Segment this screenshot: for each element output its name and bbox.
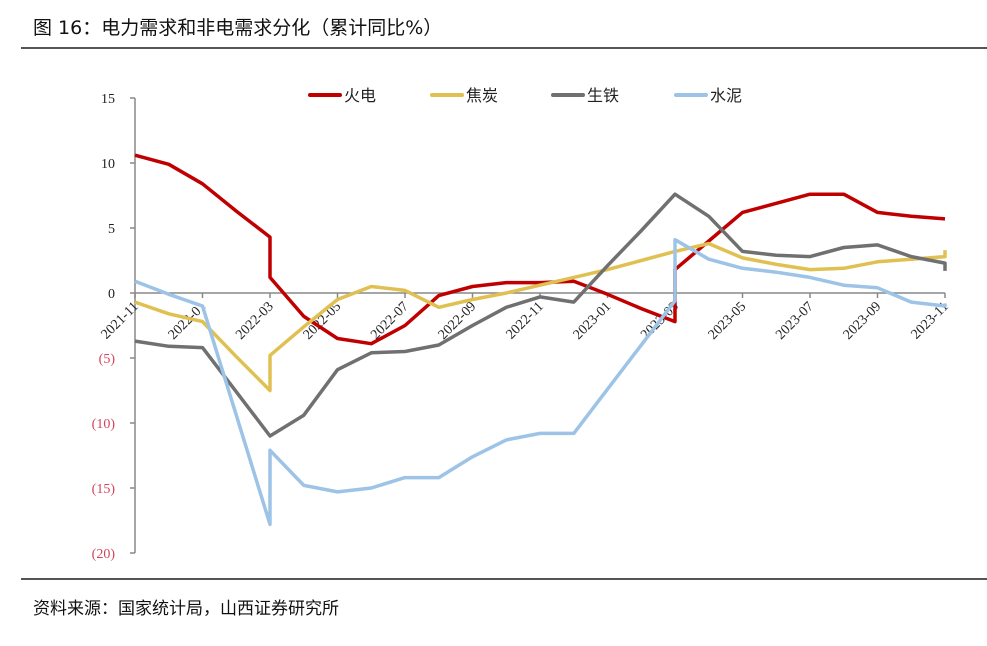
legend-label: 火电 bbox=[344, 86, 376, 105]
x-tick-label: 2023-07 bbox=[773, 299, 817, 343]
series-line-2 bbox=[134, 241, 947, 393]
x-tick-label: 2022-07 bbox=[368, 299, 412, 343]
y-tick-label: (15) bbox=[92, 482, 116, 497]
y-tick-label: 10 bbox=[101, 157, 115, 172]
series-line-1 bbox=[134, 153, 946, 346]
x-tick-label: 2023-01 bbox=[571, 299, 615, 343]
legend-label: 水泥 bbox=[710, 86, 742, 105]
figure-title: 图 16：电力需求和非电需求分化（累计同比%） bbox=[33, 17, 443, 39]
x-tick-label: 2022-03 bbox=[233, 299, 277, 343]
title-divider bbox=[21, 47, 987, 49]
y-tick-label: (20) bbox=[92, 547, 116, 562]
x-tick-label: 2022-05 bbox=[301, 299, 345, 343]
x-tick-label: 2023-09 bbox=[841, 299, 885, 343]
y-tick-label: (10) bbox=[92, 417, 116, 432]
y-tick-label: 0 bbox=[108, 287, 115, 302]
source-divider bbox=[21, 578, 987, 580]
y-tick-label: 5 bbox=[108, 222, 115, 237]
series-line-4 bbox=[134, 237, 947, 527]
legend-label: 焦炭 bbox=[466, 86, 498, 105]
y-tick-label: (5) bbox=[99, 352, 116, 367]
x-tick-label: 2023-05 bbox=[706, 299, 750, 343]
source-note: 资料来源：国家统计局，山西证券研究所 bbox=[33, 599, 339, 619]
series-line-3 bbox=[134, 192, 947, 438]
legend-label: 生铁 bbox=[587, 86, 619, 105]
y-tick-label: 15 bbox=[101, 92, 115, 107]
